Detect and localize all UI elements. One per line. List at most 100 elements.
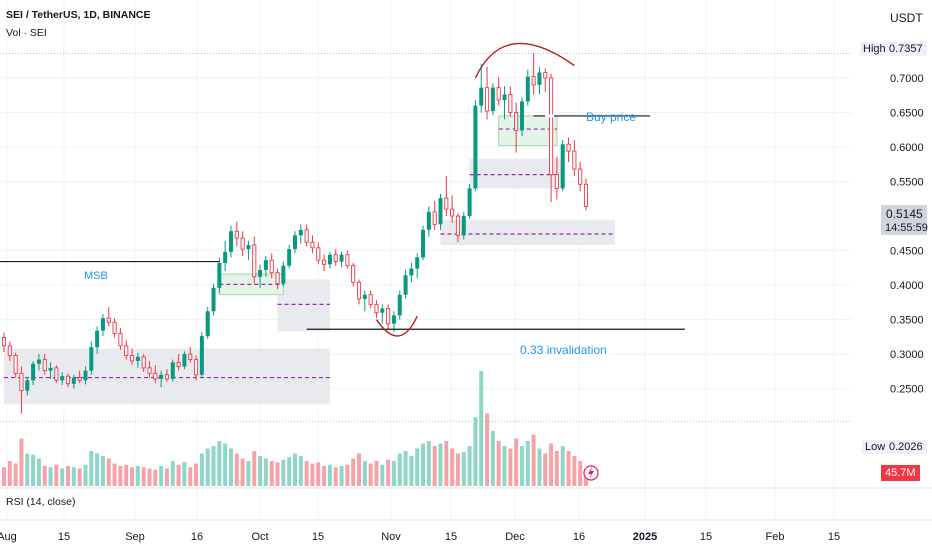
volume-bar xyxy=(572,456,577,486)
volume-bar xyxy=(95,453,100,486)
candle-body xyxy=(327,254,332,265)
candle-body xyxy=(537,72,542,85)
candle-body xyxy=(496,87,501,101)
volume-bar xyxy=(322,466,327,486)
volume-bar xyxy=(438,443,443,486)
candle-body xyxy=(252,244,257,278)
candle-body xyxy=(48,367,53,371)
candle-body xyxy=(560,144,565,189)
candle-body xyxy=(450,208,455,217)
candle-body xyxy=(19,372,24,392)
candle-body xyxy=(386,308,391,325)
volume-bar xyxy=(147,468,152,486)
volume-bar xyxy=(89,451,94,486)
candle-body xyxy=(263,260,268,270)
volume-bar xyxy=(118,466,123,486)
candle-body xyxy=(182,354,187,367)
candle-body xyxy=(194,359,199,376)
volume-bar xyxy=(112,463,117,486)
annotation-lines xyxy=(0,114,685,330)
volume-bar xyxy=(403,451,408,486)
volume-bar xyxy=(525,441,530,486)
volume-bar xyxy=(124,464,129,486)
price-tick-label: 0.5500 xyxy=(890,177,924,189)
candle-body xyxy=(170,362,175,379)
candle-body xyxy=(7,345,12,356)
volume-bar xyxy=(135,466,140,486)
price-tick-label: 0.6000 xyxy=(890,142,924,154)
high-label: High xyxy=(860,42,889,56)
currency-label[interactable]: USDT xyxy=(890,11,923,25)
volume-bar xyxy=(380,464,385,486)
volume-bar xyxy=(578,461,583,486)
candle-body xyxy=(188,353,193,361)
price-tick-label: 0.3500 xyxy=(890,315,924,327)
volume-bar xyxy=(234,453,239,486)
candle-body xyxy=(106,317,111,323)
fvg-zone xyxy=(498,115,558,147)
volume-bar xyxy=(211,446,216,486)
volume-bar xyxy=(473,417,478,486)
volume-bar xyxy=(327,464,332,486)
volume-bar xyxy=(316,462,321,486)
volume-bar xyxy=(240,458,245,486)
last-price-badge xyxy=(881,205,927,235)
volume-bar xyxy=(432,446,437,486)
candle-body xyxy=(415,257,420,269)
time-tick-label: 15 xyxy=(312,531,324,543)
volume-bar xyxy=(159,466,164,486)
volume-bar xyxy=(333,467,338,486)
volume-bar xyxy=(345,464,350,486)
candle-body xyxy=(228,231,233,252)
low-label: Low xyxy=(862,440,889,454)
candle-body xyxy=(339,254,344,262)
candle-body xyxy=(519,101,524,131)
volume-bar xyxy=(130,467,135,486)
candle-body xyxy=(467,188,472,217)
rsi-indicator-label[interactable]: RSI (14, close) xyxy=(6,496,76,508)
time-tick-label: Feb xyxy=(766,531,785,543)
volume-bar xyxy=(485,413,490,486)
volume-bar xyxy=(351,458,356,486)
volume-bar xyxy=(560,446,565,486)
time-axis[interactable]: Aug 15 Sep 16 Oct 15 Nov 15 Dec 16 2025 15 Feb 15 xyxy=(0,465,840,543)
volume-bar xyxy=(205,448,210,486)
candle-body xyxy=(298,229,303,236)
volume-bar xyxy=(48,467,53,486)
candle-body xyxy=(13,355,18,374)
candle-body xyxy=(205,311,210,337)
demand-zone xyxy=(440,220,616,246)
candle-body xyxy=(153,372,158,380)
volume-bar xyxy=(450,448,455,486)
candle-body xyxy=(531,76,536,86)
candle-body xyxy=(578,168,583,185)
candle-body xyxy=(356,281,362,300)
volume-bar xyxy=(519,446,524,486)
volume-bar xyxy=(188,467,193,486)
candle-body xyxy=(71,377,76,384)
price-tick-label: 0.7000 xyxy=(890,73,924,85)
volume-bar xyxy=(461,452,466,486)
volume-bar xyxy=(566,451,571,486)
candle-body xyxy=(374,303,379,314)
volume-indicator-label[interactable]: Vol · SEI xyxy=(6,27,47,39)
volume-bar xyxy=(217,441,222,486)
volume-bar xyxy=(391,461,396,486)
bottom-arc xyxy=(375,315,418,337)
symbol-title[interactable]: SEI / TetherUS, 1D, BINANCE xyxy=(6,9,151,21)
volume-bar xyxy=(444,441,449,486)
candle-body xyxy=(211,287,216,312)
candle-body xyxy=(345,254,350,267)
volume-value-badge: 45.7M xyxy=(881,465,920,481)
volume-bar xyxy=(100,456,105,486)
candle-body xyxy=(100,318,105,331)
candle-body xyxy=(432,211,437,225)
buy-price-label: Buy price xyxy=(586,110,637,124)
price-axis[interactable]: 0.7000 0.6500 0.6000 0.5500 0.4500 0.4000 0.35… xyxy=(890,73,924,396)
volume-bar xyxy=(2,467,6,486)
candle-body xyxy=(77,377,82,381)
volume-bar xyxy=(281,459,286,486)
volume-bar xyxy=(287,457,292,486)
top-arc xyxy=(474,42,575,79)
